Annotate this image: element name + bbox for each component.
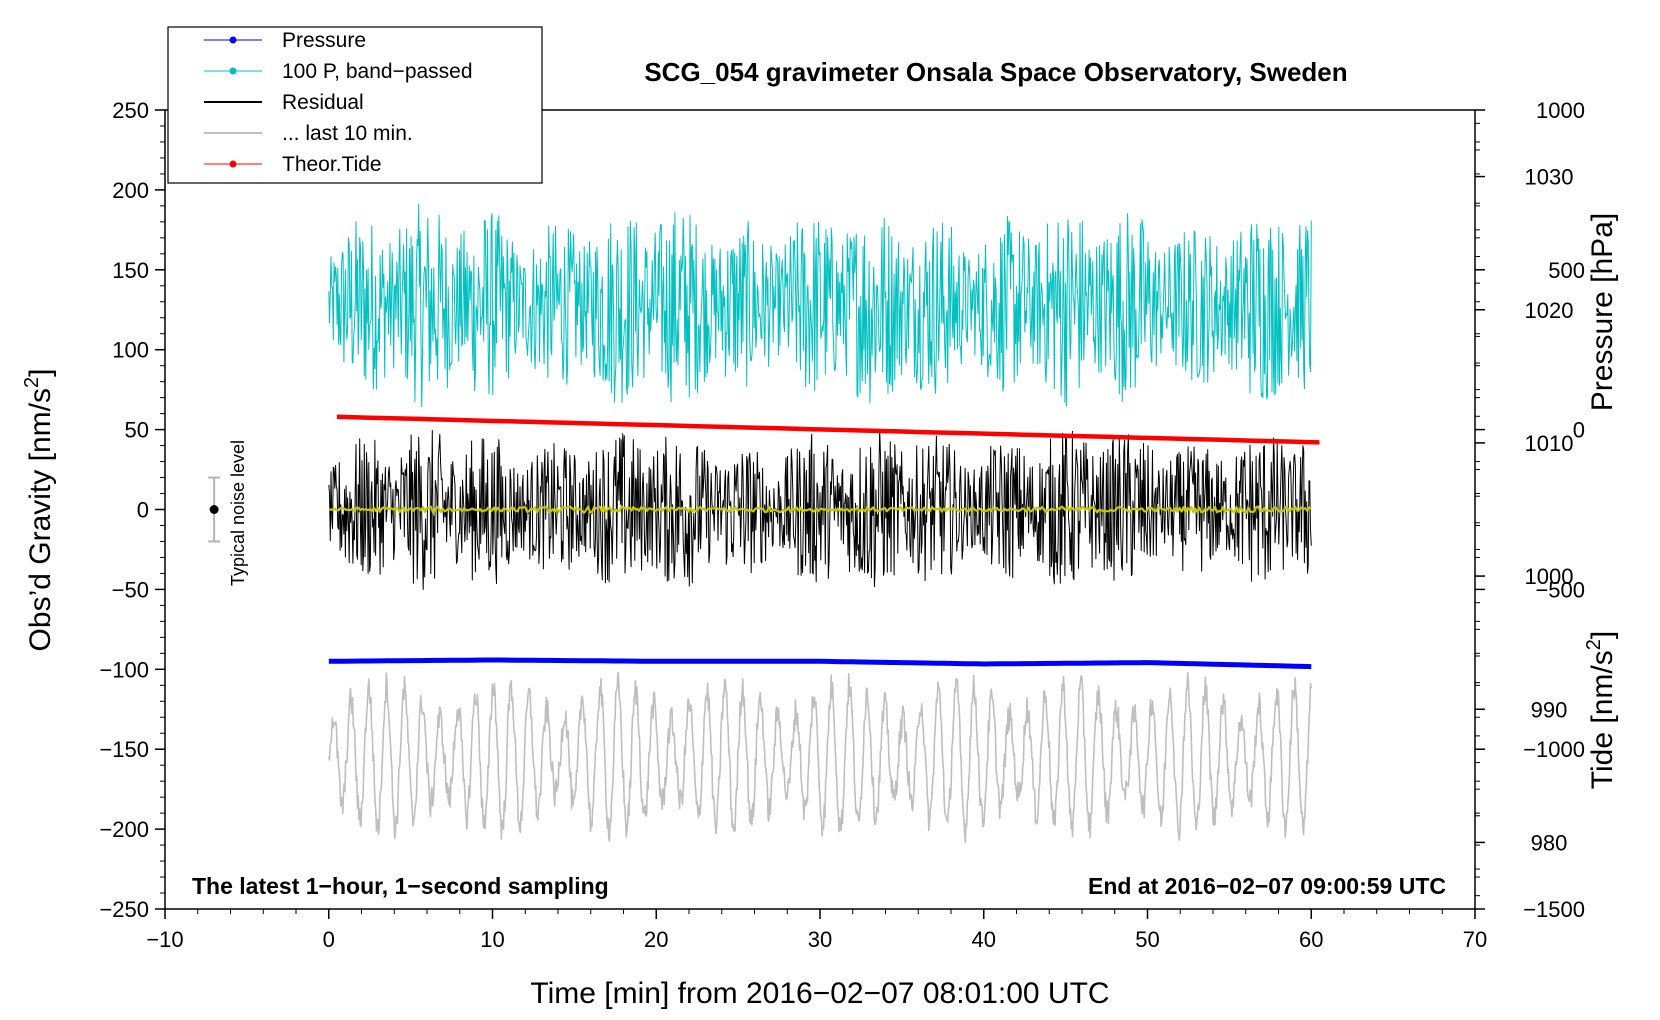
series-pressure (328, 657, 1312, 670)
x-tick-label: 50 (1135, 927, 1159, 952)
legend-label: Theor.Tide (282, 153, 382, 176)
x-tick-label: 60 (1299, 927, 1323, 952)
x-tick-label: 70 (1463, 927, 1487, 952)
pressure-tick-label: 1000 (1525, 564, 1574, 589)
y-tick-label: −100 (99, 657, 149, 682)
legend-label: Residual (282, 91, 364, 114)
tide-tick-label: 0 (1573, 418, 1585, 443)
legend-label: ... last 10 min. (282, 122, 413, 145)
x-tick-label: 30 (808, 927, 832, 952)
legend-label: Pressure (282, 29, 366, 52)
legend-label: 100 P, band−passed (282, 60, 473, 83)
legend-swatch-marker (229, 36, 237, 44)
y-tick-label: 250 (112, 98, 149, 123)
legend-items: Pressure 100 P, band−passed Residual ... la… (204, 29, 473, 176)
noise-dot (209, 505, 219, 514)
legend-swatch-marker (229, 67, 237, 75)
y-axis-label: Obs’d Gravity [nm/s2] (21, 369, 57, 652)
x-tick-label: 0 (323, 927, 335, 952)
series-layer (328, 203, 1320, 844)
pressure-tick-label: 980 (1531, 830, 1568, 855)
chart-title: SCG_054 gravimeter Onsala Space Observat… (644, 57, 1347, 87)
pressure-tick-label: 1030 (1525, 165, 1574, 190)
y-tick-label: −150 (99, 737, 149, 762)
pressure-axis-ticks: 1030 1020 1010 1000 990 980 (1475, 122, 1574, 897)
x-tick-label: 40 (972, 927, 996, 952)
series-residual (328, 430, 1312, 590)
tide-tick-label: −500 (1535, 577, 1585, 602)
pressure-axis-label: Pressure [hPa] (1586, 213, 1619, 411)
y-tick-label: 150 (112, 258, 149, 283)
legend: Pressure 100 P, band−passed Residual ... la… (167, 26, 543, 184)
tide-axis-label: Tide [nm/s2] (1583, 631, 1619, 789)
legend-swatch-marker (229, 160, 237, 168)
pressure-tick-label: 1020 (1525, 298, 1574, 323)
y-tick-label: −250 (99, 897, 149, 922)
x-axis-ticks: −10 0 10 20 30 40 50 60 70 (146, 909, 1487, 952)
legend-box (167, 26, 543, 184)
noise-label: Typical noise level (228, 440, 248, 586)
y-tick-label: 50 (125, 418, 149, 443)
sampling-note: The latest 1−hour, 1−second sampling (192, 873, 609, 899)
y-tick-label: 0 (137, 498, 149, 523)
y-axis-ticks: 250 200 150 100 50 0 −50 −100 −150 −200 −250 (99, 98, 165, 922)
y-tick-label: −50 (112, 577, 149, 602)
pressure-tick-label: 990 (1531, 697, 1568, 722)
x-axis-label: Time [min] from 2016−02−07 08:01:00 UTC (530, 977, 1109, 1010)
end-time-note: End at 2016−02−07 09:00:59 UTC (1088, 873, 1446, 899)
pressure-tick-label: 1010 (1525, 431, 1574, 456)
tide-tick-label: 500 (1548, 258, 1585, 283)
y-tick-label: 100 (112, 338, 149, 363)
noise-indicator: Typical noise level (208, 440, 248, 586)
tide-tick-label: −1000 (1523, 737, 1585, 762)
series-100-p-band-passed (328, 203, 1312, 408)
tide-axis-ticks: 1000 500 0 −500 −1000 −1500 (1475, 98, 1585, 922)
x-tick-label: −10 (146, 927, 183, 952)
tide-tick-label: 1000 (1536, 98, 1585, 123)
tide-tick-label: −1500 (1523, 897, 1585, 922)
series-last-10-min (328, 671, 1313, 844)
y-tick-label: 200 (112, 178, 149, 203)
series-theor-tide (336, 414, 1320, 445)
series-residual-mean (328, 505, 1312, 514)
x-tick-label: 10 (480, 927, 504, 952)
x-tick-label: 20 (644, 927, 668, 952)
y-tick-label: −200 (99, 817, 149, 842)
